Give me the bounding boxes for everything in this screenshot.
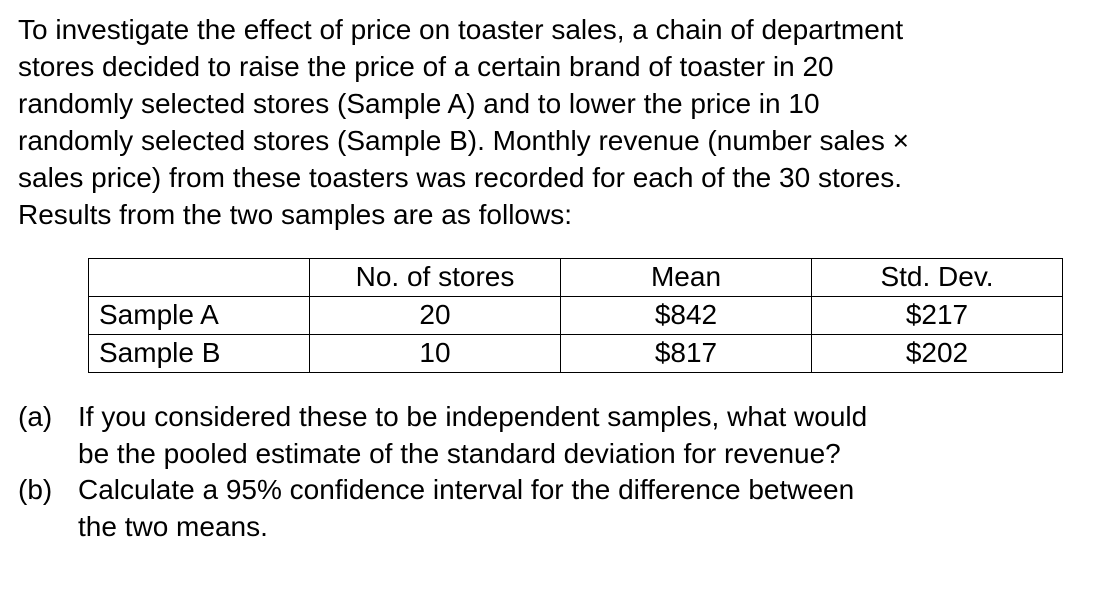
question-list: (a) If you considered these to be indepe… bbox=[18, 399, 1090, 547]
header-mean: Mean bbox=[561, 258, 812, 296]
question-b-letter: (b) bbox=[18, 472, 78, 546]
question-a-line-1: If you considered these to be independen… bbox=[78, 401, 867, 432]
question-a-letter: (a) bbox=[18, 399, 78, 473]
intro-line-5: sales price) from these toasters was rec… bbox=[18, 162, 902, 193]
header-n: No. of stores bbox=[310, 258, 561, 296]
intro-line-1: To investigate the effect of price on to… bbox=[18, 14, 903, 45]
intro-line-3: randomly selected stores (Sample A) and … bbox=[18, 88, 820, 119]
row-a-sd: $217 bbox=[812, 296, 1063, 334]
intro-line-2: stores decided to raise the price of a c… bbox=[18, 51, 834, 82]
multiplication-sign-icon: × bbox=[893, 125, 909, 156]
summary-table: No. of stores Mean Std. Dev. Sample A 20… bbox=[88, 258, 1063, 373]
row-b-n: 10 bbox=[310, 334, 561, 372]
row-b-label: Sample B bbox=[89, 334, 310, 372]
table-row: Sample B 10 $817 $202 bbox=[89, 334, 1063, 372]
header-sd: Std. Dev. bbox=[812, 258, 1063, 296]
question-b-line-1: Calculate a 95% confidence interval for … bbox=[78, 474, 854, 505]
row-a-label: Sample A bbox=[89, 296, 310, 334]
row-a-mean: $842 bbox=[561, 296, 812, 334]
intro-line-4-pre: randomly selected stores (Sample B). Mon… bbox=[18, 125, 893, 156]
row-b-mean: $817 bbox=[561, 334, 812, 372]
question-b-text: Calculate a 95% confidence interval for … bbox=[78, 472, 1090, 546]
header-blank bbox=[89, 258, 310, 296]
table-row: Sample A 20 $842 $217 bbox=[89, 296, 1063, 334]
row-a-n: 20 bbox=[310, 296, 561, 334]
question-a-text: If you considered these to be independen… bbox=[78, 399, 1090, 473]
question-a-line-2: be the pooled estimate of the standard d… bbox=[78, 438, 841, 469]
question-b-line-2: the two means. bbox=[78, 511, 268, 542]
problem-statement: To investigate the effect of price on to… bbox=[18, 12, 1090, 234]
intro-line-6: Results from the two samples are as foll… bbox=[18, 199, 572, 230]
row-b-sd: $202 bbox=[812, 334, 1063, 372]
table-header-row: No. of stores Mean Std. Dev. bbox=[89, 258, 1063, 296]
